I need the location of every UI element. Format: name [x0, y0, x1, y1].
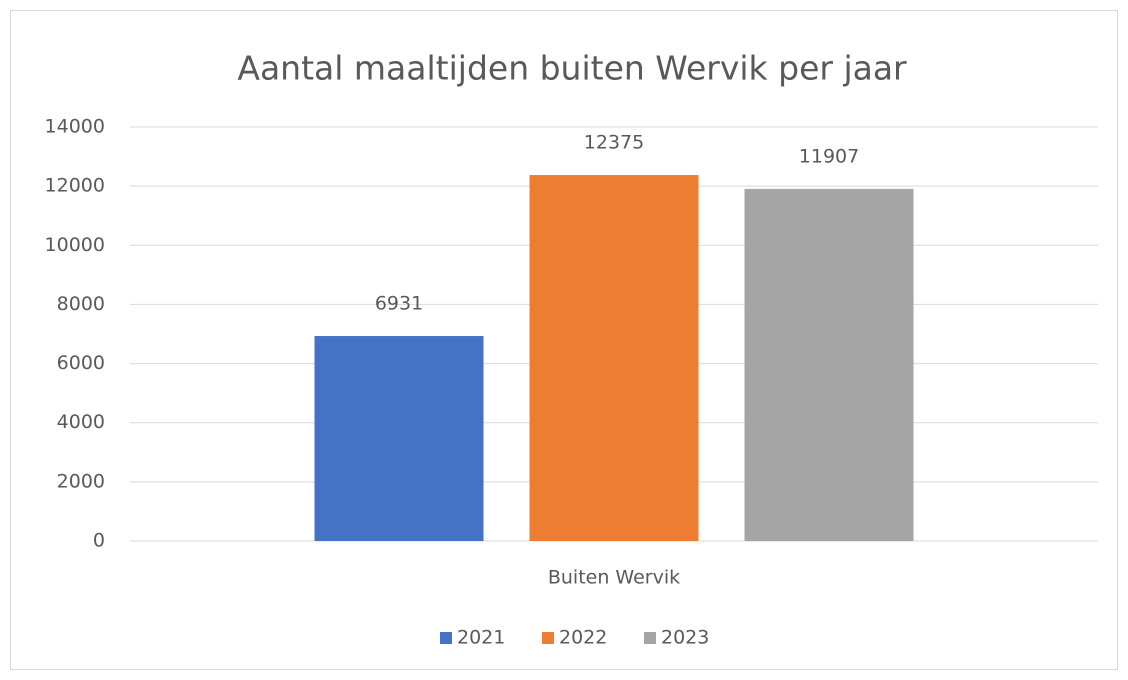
data-label: 11907 [799, 145, 859, 167]
y-tick-label: 10000 [45, 234, 105, 256]
legend-swatch [440, 632, 452, 644]
bar [314, 336, 484, 541]
data-label: 6931 [375, 293, 423, 315]
legend-label: 2023 [661, 627, 709, 649]
y-tick-label: 12000 [45, 175, 105, 197]
y-tick-label: 6000 [57, 352, 105, 374]
legend-label: 2022 [559, 627, 607, 649]
y-tick-label: 14000 [45, 116, 105, 138]
bar [744, 188, 914, 541]
y-tick-label: 2000 [57, 470, 105, 492]
legend-swatch [542, 632, 554, 644]
data-label: 12375 [584, 132, 644, 154]
legend-label: 2021 [457, 627, 505, 649]
y-tick-label: 4000 [57, 411, 105, 433]
chart-title: Aantal maaltijden buiten Wervik per jaar [237, 49, 907, 88]
legend-swatch [644, 632, 656, 644]
bar [529, 175, 699, 541]
x-tick-label: Buiten Wervik [548, 567, 680, 589]
y-tick-label: 8000 [57, 293, 105, 315]
y-tick-label: 0 [93, 530, 105, 552]
